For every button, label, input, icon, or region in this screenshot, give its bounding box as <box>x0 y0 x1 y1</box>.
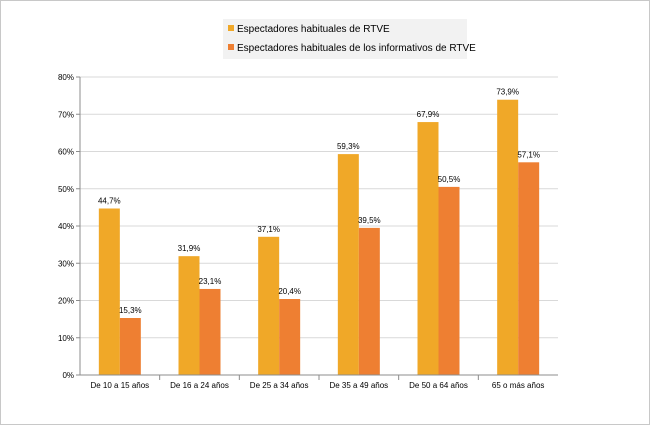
legend-box <box>223 19 467 59</box>
bar <box>438 186 460 375</box>
bar <box>358 227 380 375</box>
x-category-label: De 10 a 15 años <box>90 381 149 390</box>
y-tick-label: 30% <box>58 259 74 268</box>
data-label: 39,5% <box>358 216 381 225</box>
bar <box>258 236 280 375</box>
data-label: 50,5% <box>438 175 461 184</box>
legend-swatch-informativos <box>228 44 234 50</box>
bar <box>279 299 301 375</box>
x-axis-categories: De 10 a 15 años De 16 a 24 años De 25 a 34… <box>90 375 544 390</box>
bar <box>417 122 439 375</box>
y-tick-label: 0% <box>62 371 74 380</box>
bar <box>119 318 141 375</box>
x-category-label: De 50 a 64 años <box>409 381 468 390</box>
data-labels: 44,7% 15,3% 31,9% 23,1% 37,1% 20,4% 59,3% 39,5%… <box>98 88 540 315</box>
data-label: 59,3% <box>337 142 360 151</box>
legend-label-informativos: Espectadores habituales de los informati… <box>237 43 476 54</box>
bar <box>337 154 359 375</box>
y-tick-label: 40% <box>58 222 74 231</box>
data-label: 31,9% <box>178 244 201 253</box>
data-label: 37,1% <box>257 225 280 234</box>
y-axis-ticks: 0% 10% 20% 30% 40% 50% 60% 70% 80% <box>58 73 80 380</box>
y-tick-label: 60% <box>58 148 74 157</box>
data-label: 57,1% <box>517 150 540 159</box>
data-label: 15,3% <box>119 306 142 315</box>
data-label: 44,7% <box>98 196 121 205</box>
y-tick-label: 50% <box>58 185 74 194</box>
legend: Espectadores habituales de RTVE Espectad… <box>223 19 476 59</box>
y-tick-label: 70% <box>58 110 74 119</box>
x-category-label: De 35 a 49 años <box>329 381 388 390</box>
data-label: 73,9% <box>496 88 519 97</box>
bar <box>199 288 221 375</box>
legend-label-rtve: Espectadores habituales de RTVE <box>237 24 390 35</box>
bar <box>497 99 519 375</box>
bar <box>518 162 540 375</box>
legend-swatch-rtve <box>228 25 234 31</box>
y-tick-label: 80% <box>58 73 74 82</box>
x-category-label: De 25 a 34 años <box>250 381 309 390</box>
data-label: 67,9% <box>417 110 440 119</box>
data-label: 20,4% <box>278 287 301 296</box>
bars <box>98 99 540 375</box>
x-category-label: 65 o más años <box>492 381 544 390</box>
data-label: 23,1% <box>199 277 222 286</box>
gridlines <box>80 76 558 339</box>
y-tick-label: 20% <box>58 297 74 306</box>
bar <box>178 256 200 375</box>
y-tick-label: 10% <box>58 334 74 343</box>
bar <box>98 208 120 375</box>
x-category-label: De 16 a 24 años <box>170 381 229 390</box>
